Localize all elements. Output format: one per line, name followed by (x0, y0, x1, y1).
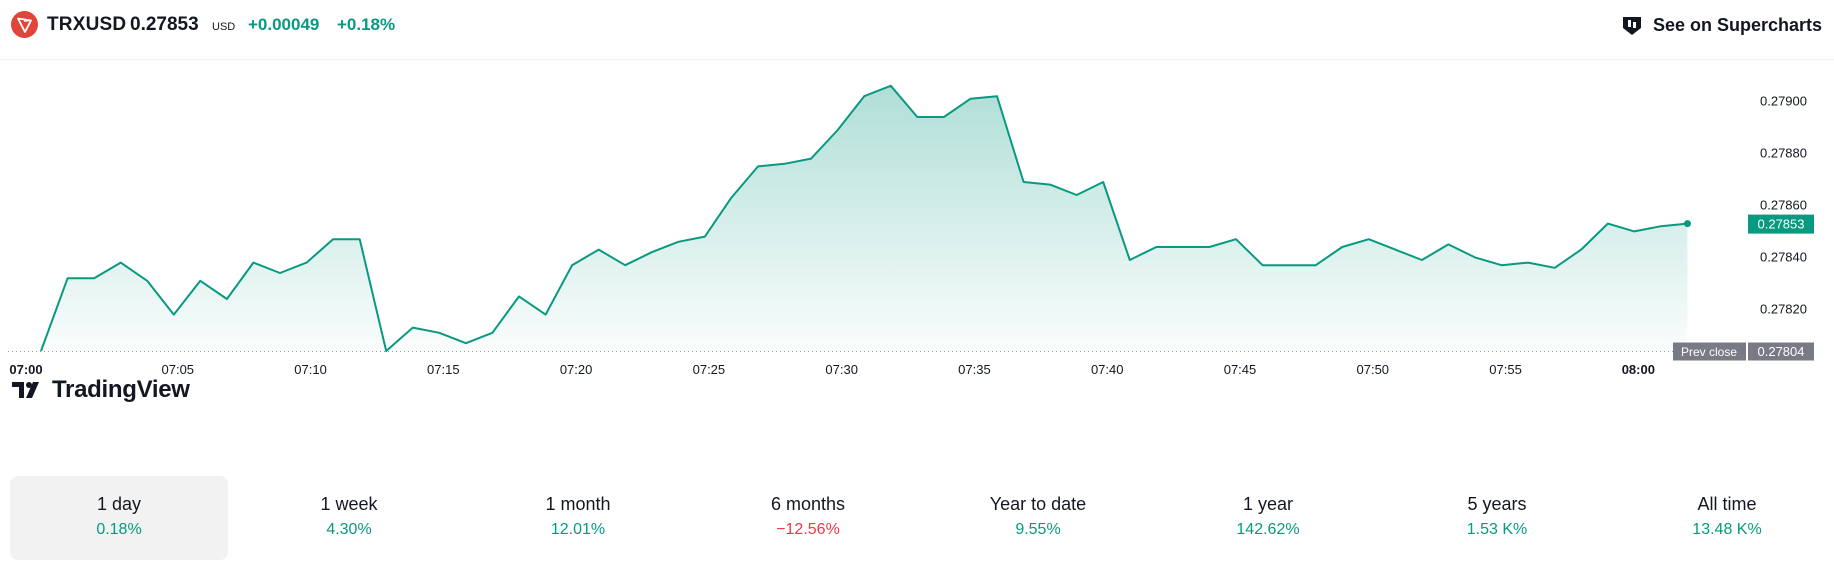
period-label: Year to date (989, 494, 1087, 514)
see-on-supercharts-label[interactable]: See on Supercharts (1652, 14, 1822, 35)
y-tick-label: 0.27880 (1760, 145, 1807, 160)
period-change-value: 0.18% (96, 521, 142, 538)
x-tick-label: 07:00 (9, 362, 42, 377)
prev-close-badge (1673, 342, 1746, 361)
x-tick-label: 07:35 (958, 362, 991, 377)
price-chart-svg[interactable]: 0.27900 0.27880 0.27860 0.27840 0.27820 0.278… (0, 60, 1834, 440)
price-line (40, 84, 1688, 352)
tron-logo-icon (11, 11, 38, 38)
period-label: 1 week (320, 494, 378, 514)
y-tick-label: 0.27900 (1760, 93, 1807, 108)
last-value-label: 0.27853 (1758, 217, 1805, 232)
tradingview-watermark-text: TradingView (52, 376, 190, 403)
price-area-fill (41, 85, 1688, 352)
tradingview-watermark: TradingView (12, 376, 190, 404)
price-change-percent: +0.18% (337, 15, 396, 34)
y-tick-label: 0.27820 (1760, 301, 1807, 316)
symbol-header: TRXUSD 0.27853 USD +0.00049 +0.18% See o… (0, 0, 1834, 60)
period-change-value: 12.01% (550, 521, 606, 538)
period-change-value: 9.55% (1015, 521, 1061, 538)
x-tick-label: 07:20 (560, 362, 593, 377)
period-tab-4[interactable]: Year to date 9.55% (929, 476, 1147, 560)
prev-close-label: Prev close (1681, 345, 1737, 359)
see-on-supercharts-link[interactable]: See on Supercharts (1619, 11, 1822, 39)
period-tab-0[interactable]: 1 day 0.18% (10, 476, 228, 560)
last-value-badge (1748, 214, 1814, 234)
price-currency: USD (212, 21, 236, 33)
period-performance-row: 1 day 0.18% 1 week 4.30% 1 month 12.01% 6 mont… (10, 476, 1824, 560)
period-change-value: 142.62% (1236, 521, 1300, 538)
symbol-name[interactable]: TRXUSD (47, 14, 127, 35)
period-label: 1 year (1242, 494, 1294, 514)
last-price-dot (1683, 220, 1691, 228)
period-change-value: −12.56% (776, 521, 840, 538)
x-tick-label: 07:05 (162, 362, 195, 377)
prev-close-value: 0.27804 (1758, 344, 1805, 359)
period-tab-3[interactable]: 6 months −12.56% (699, 476, 917, 560)
period-label: 6 months (770, 494, 846, 514)
period-change-value: 13.48 K% (1692, 521, 1762, 538)
y-tick-label: 0.27860 (1760, 197, 1807, 212)
x-tick-label: 07:50 (1357, 362, 1390, 377)
x-tick-label: 07:15 (427, 362, 460, 377)
period-tab-2[interactable]: 1 month 12.01% (469, 476, 687, 560)
tradingview-logo-icon (12, 382, 39, 398)
period-change-value: 4.30% (326, 521, 372, 538)
period-label: All time (1697, 494, 1757, 514)
period-tab-5[interactable]: 1 year 142.62% (1159, 476, 1377, 560)
x-tick-label: 07:55 (1489, 362, 1522, 377)
period-label: 5 years (1467, 494, 1527, 514)
price-change: +0.00049 (248, 15, 320, 34)
x-tick-label: 07:25 (693, 362, 726, 377)
period-label: 1 day (96, 494, 142, 514)
prev-close-value-badge (1748, 342, 1814, 361)
last-price: 0.27853 (130, 14, 199, 35)
x-tick-label: 07:10 (294, 362, 327, 377)
supercharts-icon (1622, 17, 1641, 35)
x-tick-label: 07:30 (825, 362, 858, 377)
x-tick-label: 07:45 (1224, 362, 1257, 377)
period-tab-6[interactable]: 5 years 1.53 K% (1388, 476, 1606, 560)
period-tab-1[interactable]: 1 week 4.30% (240, 476, 458, 560)
x-tick-label: 08:00 (1622, 362, 1655, 377)
price-chart[interactable]: 0.27900 0.27880 0.27860 0.27840 0.27820 0.278… (0, 60, 1834, 440)
y-tick-label: 0.27840 (1760, 249, 1807, 264)
x-tick-label: 07:40 (1091, 362, 1124, 377)
period-tab-7[interactable]: All time 13.48 K% (1618, 476, 1834, 560)
period-change-value: 1.53 K% (1466, 521, 1528, 538)
period-label: 1 month (545, 494, 611, 514)
